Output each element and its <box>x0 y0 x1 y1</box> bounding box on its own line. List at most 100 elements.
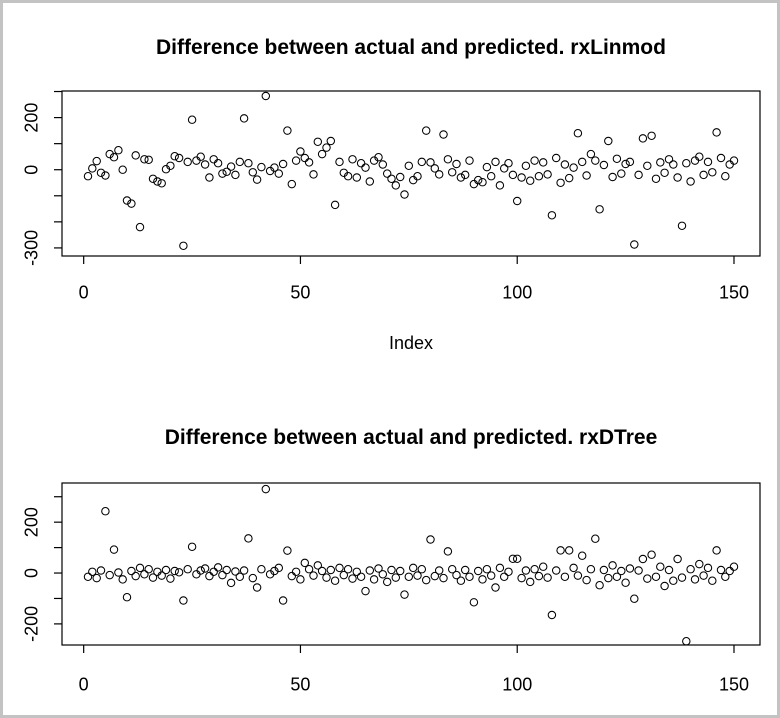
y-tick-label: -200 <box>21 606 41 642</box>
data-point <box>161 565 171 575</box>
data-point <box>118 165 127 174</box>
y-tick-label: 200 <box>21 507 41 537</box>
data-point <box>673 554 682 564</box>
data-point <box>330 576 340 585</box>
data-point <box>174 153 184 163</box>
data-point <box>192 156 201 165</box>
data-point <box>560 572 570 582</box>
data-point <box>179 241 188 251</box>
data-point <box>387 565 396 575</box>
rxlinmod-scatter: 0 50 100 150 200 0 -300 <box>21 90 761 302</box>
x-tick-label: 150 <box>719 282 749 302</box>
data-point <box>543 573 552 582</box>
data-point <box>391 181 401 190</box>
plot-frame <box>61 90 761 257</box>
data-point <box>222 565 231 575</box>
data-point <box>586 564 596 574</box>
x-tick-label: 150 <box>719 674 749 694</box>
data-point <box>547 211 557 220</box>
data-point <box>682 636 691 646</box>
data-point <box>547 610 557 620</box>
data-point <box>96 168 106 178</box>
data-point <box>239 114 249 123</box>
data-point <box>469 179 479 189</box>
data-point <box>148 573 158 582</box>
data-point <box>122 196 132 205</box>
data-point <box>278 159 288 169</box>
data-point <box>326 565 336 575</box>
data-point <box>270 163 279 172</box>
data-point <box>200 564 210 573</box>
data-point <box>304 564 314 574</box>
data-point <box>140 155 149 164</box>
data-point <box>109 152 119 162</box>
data-point <box>231 567 240 576</box>
data-point <box>595 580 604 590</box>
data-point <box>369 575 379 584</box>
data-point <box>673 173 682 182</box>
data-point <box>686 177 695 186</box>
y-tick-label: 200 <box>21 103 41 133</box>
data-point <box>239 566 249 575</box>
data-point <box>643 574 652 583</box>
x-tick-label: 50 <box>290 674 310 694</box>
x-tick-label: 50 <box>290 282 310 302</box>
data-point <box>656 562 665 571</box>
data-point <box>465 572 474 582</box>
data-point <box>703 157 713 167</box>
x-tick-label: 100 <box>502 282 532 302</box>
data-point <box>708 168 717 177</box>
data-point <box>101 506 110 516</box>
data-point <box>287 571 297 581</box>
data-point <box>261 484 271 494</box>
data-point <box>92 573 101 583</box>
data-point <box>443 155 453 164</box>
data-point <box>612 572 622 582</box>
data-point <box>313 561 323 570</box>
data-point <box>343 564 353 574</box>
data-point <box>725 566 734 576</box>
data-point <box>170 566 179 576</box>
data-point <box>213 563 223 572</box>
data-point <box>244 158 253 168</box>
data-point <box>478 575 487 584</box>
data-point <box>604 136 613 146</box>
data-point <box>166 574 175 583</box>
data-point <box>512 196 522 206</box>
data-point <box>508 170 518 180</box>
data-point <box>296 575 305 584</box>
data-point <box>135 222 145 232</box>
data-point <box>408 563 418 573</box>
data-point <box>534 171 544 181</box>
data-point <box>131 571 140 581</box>
data-point <box>556 546 565 555</box>
data-point <box>447 564 457 574</box>
x-tick-label: 100 <box>502 674 532 694</box>
data-point <box>721 572 730 582</box>
data-point <box>244 534 253 543</box>
data-point <box>530 564 539 574</box>
data-point <box>382 169 392 178</box>
data-point <box>478 177 487 187</box>
data-point <box>309 571 318 580</box>
data-point <box>196 152 205 161</box>
data-point <box>122 592 132 602</box>
data-point <box>621 159 630 169</box>
data-point <box>378 160 388 169</box>
data-point <box>486 571 496 580</box>
data-point <box>248 168 258 177</box>
data-point <box>430 164 440 173</box>
data-point <box>209 155 218 164</box>
data-point <box>512 554 522 564</box>
data-point <box>699 571 708 580</box>
data-point <box>404 572 414 582</box>
data-point <box>482 564 492 574</box>
data-point <box>716 565 726 575</box>
data-point <box>296 147 305 156</box>
data-point <box>109 545 119 554</box>
data-point <box>651 174 661 184</box>
data-point <box>608 561 617 570</box>
data-point <box>127 566 136 576</box>
plot-frame <box>61 482 761 646</box>
